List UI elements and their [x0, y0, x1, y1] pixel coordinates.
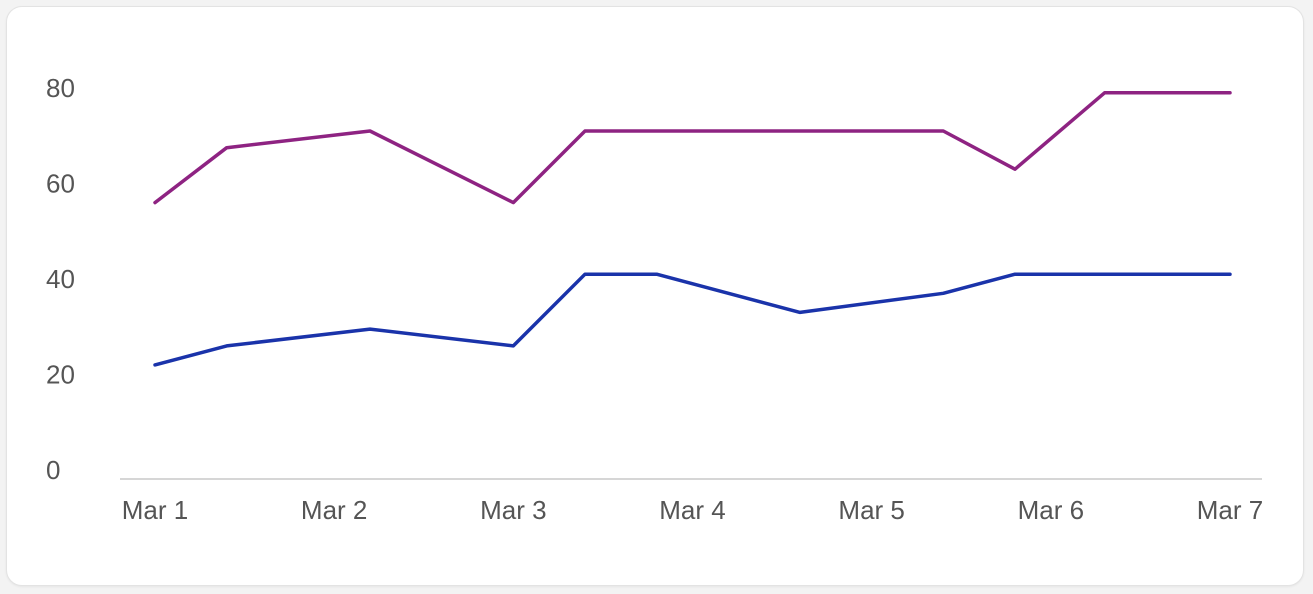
x-tick-label: Mar 3	[480, 495, 546, 525]
y-tick-label: 60	[46, 169, 75, 199]
x-tick-label: Mar 6	[1018, 495, 1084, 525]
x-tick-label: Mar 4	[659, 495, 725, 525]
y-tick-label: 0	[46, 455, 60, 485]
x-tick-label: Mar 7	[1197, 495, 1263, 525]
y-tick-label: 20	[46, 360, 75, 390]
chart-card	[6, 6, 1304, 586]
x-axis-ticks: Mar 1 Mar 2 Mar 3 Mar 4 Mar 5 Mar 6 Mar 7	[122, 495, 1263, 525]
x-tick-label: Mar 2	[301, 495, 367, 525]
y-tick-label: 80	[46, 73, 75, 103]
series-lines	[153, 91, 1232, 367]
y-tick-label: 40	[46, 264, 75, 294]
x-tick-label: Mar 1	[122, 495, 188, 525]
x-tick-label: Mar 5	[838, 495, 904, 525]
series-line-1	[153, 91, 1232, 205]
y-axis-ticks: 0 20 40 60 80	[46, 73, 75, 485]
series-line-2	[153, 272, 1232, 367]
